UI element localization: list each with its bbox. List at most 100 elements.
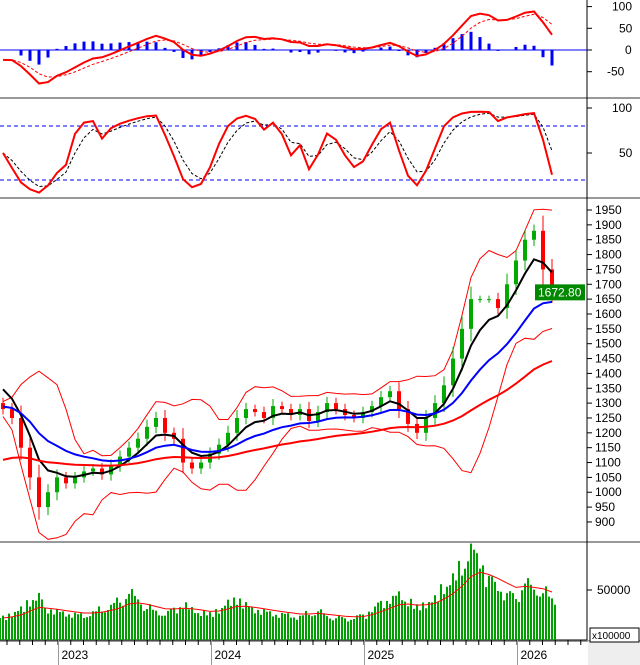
price-tick-label: 1700 (595, 277, 622, 291)
price-tick-label: 1500 (595, 337, 622, 351)
candle-body (460, 328, 464, 359)
volume-bar (503, 600, 505, 640)
candle-body (379, 397, 383, 407)
volume-bar (122, 605, 124, 640)
candle-body (217, 444, 221, 454)
volume-bar (368, 611, 370, 640)
macd-histogram-bar (136, 41, 140, 50)
volume-bar (431, 602, 433, 640)
volume-bar (410, 598, 412, 640)
volume-bar (245, 602, 247, 640)
candle-body (523, 239, 527, 261)
volume-bar (350, 619, 352, 640)
macd-histogram-bar (298, 50, 302, 53)
macd-histogram-bar (460, 34, 464, 50)
volume-bar (134, 595, 136, 640)
candle-body (199, 462, 203, 469)
volume-bar (485, 587, 487, 640)
volume-bar (221, 607, 223, 640)
volume-bar (35, 600, 37, 640)
candle-body (478, 299, 482, 301)
volume-bar (212, 617, 214, 640)
volume-bar (377, 602, 379, 640)
macd-histogram-bar (91, 41, 95, 50)
candle-body (100, 468, 104, 475)
volume-bar (467, 561, 469, 640)
volume-bar (521, 590, 523, 640)
volume-bar (470, 543, 472, 640)
volume-bar (152, 609, 154, 640)
candle-body (514, 260, 518, 285)
macd-histogram-bar (424, 50, 428, 53)
macd-histogram-bar (109, 43, 113, 50)
volume-bar (203, 610, 205, 640)
volume-bar (161, 615, 163, 640)
volume-bar (536, 595, 538, 640)
volume-bar (488, 575, 490, 640)
candle-body (37, 477, 41, 508)
macd-histogram-bar (388, 46, 392, 50)
candle-body (262, 412, 266, 418)
macd-histogram-bar (541, 50, 545, 58)
candle-body (55, 477, 59, 493)
macd-histogram-bar (442, 43, 446, 50)
bollinger-lower (2, 328, 553, 540)
volume-bar (542, 593, 544, 640)
volume-bar (461, 575, 463, 640)
volume-bar (365, 618, 367, 640)
volume-bar (266, 611, 268, 640)
volume-bar (155, 610, 157, 640)
candle-body (91, 468, 95, 472)
candle-body (1, 403, 5, 410)
volume-bar (491, 576, 493, 640)
stochastic-panel (0, 110, 587, 194)
macd-histogram-bar (289, 50, 293, 53)
volume-bar (512, 593, 514, 640)
volume-bar (458, 561, 460, 640)
bollinger-upper (2, 208, 553, 457)
macd-histogram-bar (64, 46, 68, 50)
price-tick-label: 1950 (595, 203, 622, 217)
volume-bar (50, 609, 52, 640)
price-tick-label: 900 (595, 515, 615, 529)
volume-bar (449, 585, 451, 640)
volume-bar (86, 617, 88, 640)
volume-average-line (2, 571, 553, 619)
candle-body (424, 417, 428, 433)
volume-bar (479, 568, 481, 640)
candle-body (46, 492, 50, 508)
volume-bar (158, 615, 160, 640)
macd-histogram-bar (550, 50, 554, 66)
candle-body (181, 438, 185, 463)
price-tick-label: 1900 (595, 218, 622, 232)
macd-histogram-bar (397, 50, 401, 52)
volume-bar (500, 591, 502, 640)
volume-bar (173, 607, 175, 640)
volume-bar (353, 618, 355, 640)
macd-histogram-bar (28, 50, 32, 61)
volume-bar (164, 615, 166, 640)
candle-body (388, 391, 392, 398)
volume-bar (284, 613, 286, 640)
volume-bar (356, 615, 358, 640)
macd-histogram-bar (379, 47, 383, 50)
price-tick-label: 1300 (595, 396, 622, 410)
macd-histogram-bar (451, 38, 455, 50)
volume-bar (530, 584, 532, 640)
volume-bar (2, 615, 4, 640)
volume-bar (329, 618, 331, 640)
candle-body (496, 299, 500, 309)
x-tick-label: 2025 (368, 648, 395, 662)
volume-bar (374, 606, 376, 640)
volume-bar (98, 606, 100, 640)
macd-histogram-bar (244, 42, 248, 50)
stoch-d-line (2, 112, 553, 188)
volume-bar (314, 615, 316, 640)
candle-body (253, 409, 257, 413)
volume-bar (320, 609, 322, 640)
volume-bar (110, 604, 112, 640)
volume-bar (218, 613, 220, 640)
macd-tick-label: 100 (612, 0, 632, 14)
volume-bar (398, 591, 400, 640)
